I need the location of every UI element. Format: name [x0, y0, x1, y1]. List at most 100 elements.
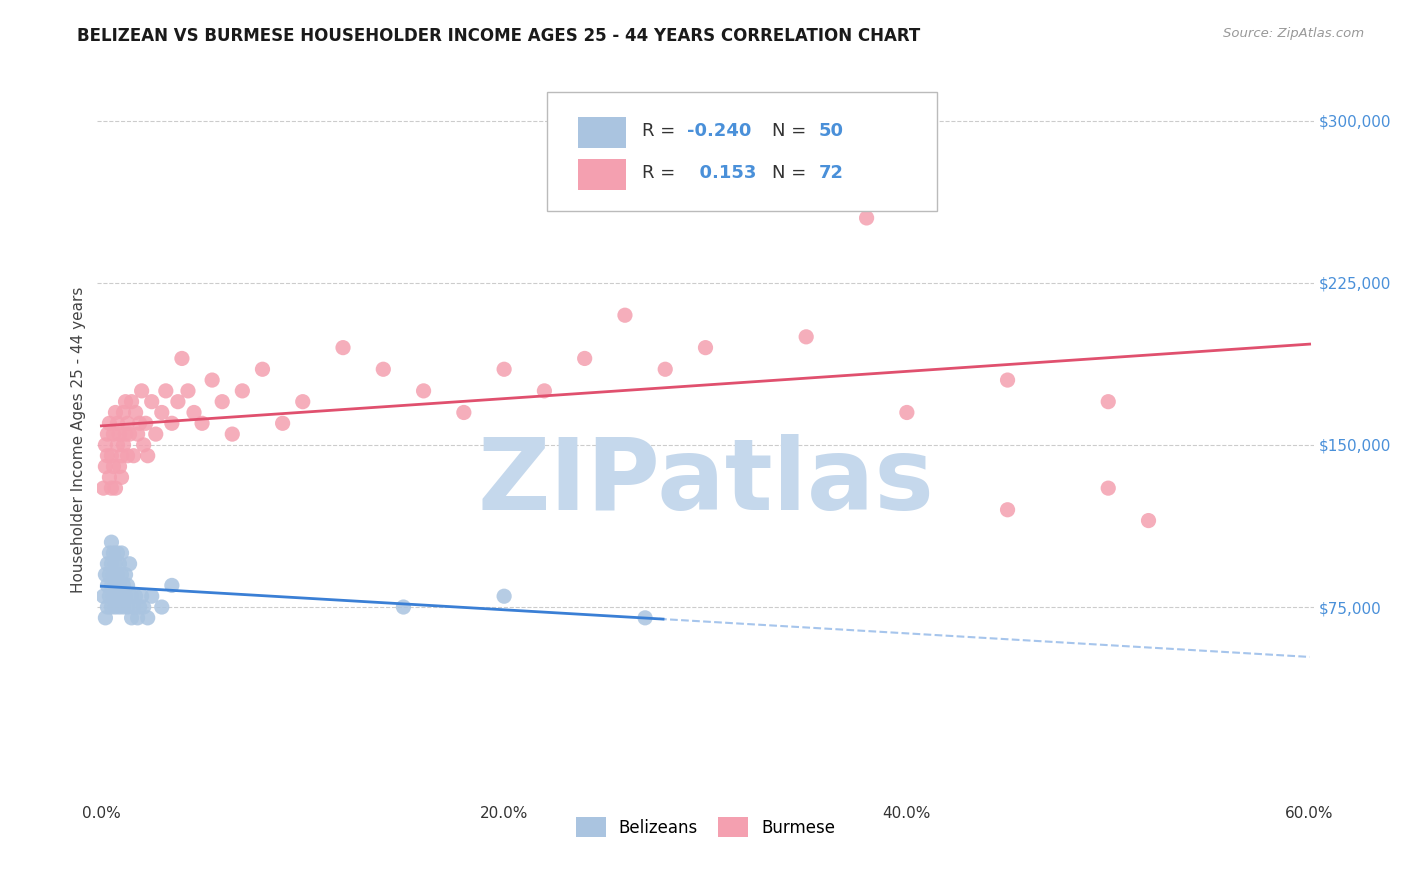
Point — [855, 211, 877, 225]
Point — [613, 308, 636, 322]
Point — [271, 417, 294, 431]
Point — [104, 481, 127, 495]
Point — [654, 189, 676, 203]
Point — [107, 546, 129, 560]
Point — [1097, 394, 1119, 409]
Point — [574, 351, 596, 366]
Point — [100, 578, 122, 592]
Point — [118, 427, 141, 442]
Point — [131, 384, 153, 398]
Point — [118, 557, 141, 571]
Point — [332, 341, 354, 355]
Point — [98, 417, 121, 431]
Point — [794, 330, 817, 344]
Point — [121, 394, 143, 409]
Point — [107, 438, 129, 452]
Point — [117, 578, 139, 592]
Point — [150, 600, 173, 615]
Point — [412, 384, 434, 398]
Point — [100, 535, 122, 549]
Point — [201, 373, 224, 387]
Point — [107, 417, 129, 431]
Point — [98, 567, 121, 582]
Point — [98, 589, 121, 603]
Point — [494, 589, 516, 603]
Point — [117, 417, 139, 431]
Text: 72: 72 — [818, 164, 844, 182]
Point — [100, 449, 122, 463]
Point — [191, 417, 214, 431]
Point — [96, 600, 118, 615]
Point — [110, 470, 132, 484]
Text: ZIPatlas: ZIPatlas — [477, 434, 934, 532]
Point — [110, 589, 132, 603]
Point — [110, 567, 132, 582]
Point — [654, 362, 676, 376]
Bar — [578, 117, 627, 148]
Point — [103, 459, 125, 474]
Text: R =: R = — [643, 164, 682, 182]
Point — [155, 384, 177, 398]
Point — [231, 384, 253, 398]
Point — [1097, 481, 1119, 495]
Point — [128, 417, 150, 431]
Point — [96, 557, 118, 571]
Point — [107, 589, 129, 603]
Point — [112, 405, 135, 419]
Point — [117, 449, 139, 463]
Point — [98, 546, 121, 560]
Point — [93, 481, 115, 495]
Point — [177, 384, 200, 398]
Point — [896, 405, 918, 419]
Point — [112, 438, 135, 452]
Point — [112, 600, 135, 615]
Point — [170, 351, 193, 366]
Point — [695, 341, 717, 355]
Point — [103, 546, 125, 560]
Point — [103, 567, 125, 582]
Point — [122, 600, 145, 615]
Legend: Belizeans, Burmese: Belizeans, Burmese — [569, 810, 842, 844]
Text: BELIZEAN VS BURMESE HOUSEHOLDER INCOME AGES 25 - 44 YEARS CORRELATION CHART: BELIZEAN VS BURMESE HOUSEHOLDER INCOME A… — [77, 27, 921, 45]
Point — [453, 405, 475, 419]
Point — [117, 600, 139, 615]
Point — [1137, 514, 1160, 528]
Point — [494, 362, 516, 376]
Text: Source: ZipAtlas.com: Source: ZipAtlas.com — [1223, 27, 1364, 40]
Point — [141, 394, 163, 409]
Point — [673, 168, 696, 182]
Point — [252, 362, 274, 376]
Point — [114, 394, 136, 409]
Point — [122, 449, 145, 463]
FancyBboxPatch shape — [547, 92, 936, 211]
Point — [98, 470, 121, 484]
Point — [114, 427, 136, 442]
Point — [145, 427, 167, 442]
Text: 0.153: 0.153 — [688, 164, 756, 182]
Point — [183, 405, 205, 419]
Point — [121, 611, 143, 625]
Point — [124, 589, 146, 603]
Point — [104, 578, 127, 592]
Point — [211, 394, 233, 409]
Point — [110, 449, 132, 463]
Point — [94, 567, 117, 582]
Y-axis label: Householder Income Ages 25 - 44 years: Householder Income Ages 25 - 44 years — [72, 286, 86, 592]
Point — [392, 600, 415, 615]
Point — [100, 481, 122, 495]
Point — [114, 589, 136, 603]
Text: R =: R = — [643, 122, 682, 140]
Point — [108, 600, 131, 615]
Point — [103, 589, 125, 603]
Point — [141, 589, 163, 603]
Point — [100, 600, 122, 615]
Point — [104, 405, 127, 419]
Point — [121, 589, 143, 603]
Point — [136, 449, 159, 463]
Point — [108, 557, 131, 571]
Point — [112, 578, 135, 592]
Point — [132, 600, 155, 615]
Point — [96, 578, 118, 592]
Point — [96, 427, 118, 442]
Point — [221, 427, 243, 442]
